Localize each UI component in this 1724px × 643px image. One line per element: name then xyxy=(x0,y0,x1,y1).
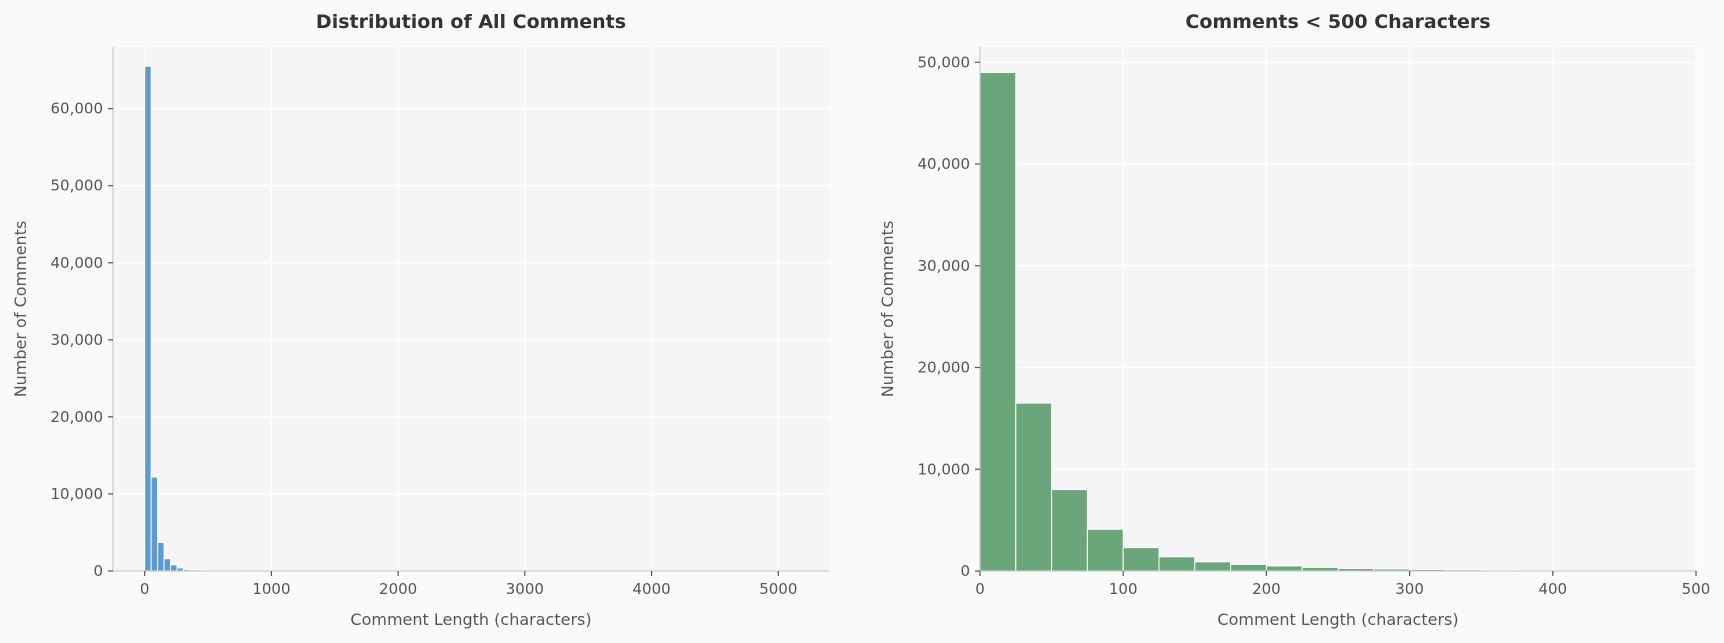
y-tick-label: 0 xyxy=(93,562,103,580)
histogram-bar xyxy=(1015,402,1053,572)
x-tick-label: 1000 xyxy=(252,580,290,598)
histogram-bar xyxy=(1194,561,1232,572)
y-tick-label: 60,000 xyxy=(51,100,104,118)
plot-area xyxy=(980,47,1696,571)
x-axis-label: Comment Length (characters) xyxy=(1217,610,1458,629)
y-tick-label: 0 xyxy=(960,562,970,580)
chart-1: 0 10,000 20,000 30,000 40,000 50,000 60,000 0 10… xyxy=(11,11,829,629)
x-tick-label: 5000 xyxy=(759,580,797,598)
y-tick-label: 40,000 xyxy=(51,254,104,272)
y-axis-label: Number of Comments xyxy=(878,221,897,398)
y-tick-label: 30,000 xyxy=(918,257,971,275)
plot-area xyxy=(113,47,829,571)
chart-title: Distribution of All Comments xyxy=(316,11,626,33)
x-tick-label: 400 xyxy=(1538,580,1567,598)
histogram-bar xyxy=(1230,563,1267,572)
x-tick-label: 500 xyxy=(1682,580,1711,598)
histogram-bar xyxy=(1051,489,1088,572)
histogram-bar xyxy=(979,71,1017,572)
histogram-bar xyxy=(157,541,165,572)
x-tick-label: 0 xyxy=(140,580,150,598)
y-tick-label: 50,000 xyxy=(51,177,104,195)
x-tick-label: 200 xyxy=(1252,580,1281,598)
histogram-bar xyxy=(163,558,172,572)
histogram-bar xyxy=(170,564,178,572)
histogram-bar xyxy=(1265,565,1303,572)
y-tick-label: 10,000 xyxy=(918,460,971,478)
y-tick-label: 30,000 xyxy=(51,331,104,349)
y-tick-label: 50,000 xyxy=(918,53,971,71)
chart-title: Comments < 500 Characters xyxy=(1185,11,1490,33)
y-axis-label: Number of Comments xyxy=(11,221,30,398)
histogram-bar xyxy=(1122,547,1160,572)
histogram-bar xyxy=(144,65,152,572)
chart-2: 0 10,000 20,000 30,000 40,000 50,000 0 100 200 30… xyxy=(878,11,1710,629)
x-tick-label: 300 xyxy=(1395,580,1424,598)
y-tick-label: 20,000 xyxy=(51,408,104,426)
y-tick-label: 20,000 xyxy=(918,359,971,377)
histogram-bar xyxy=(1158,556,1196,572)
x-tick-label: 2000 xyxy=(379,580,417,598)
x-axis-label: Comment Length (characters) xyxy=(350,610,591,629)
x-tick-label: 4000 xyxy=(632,580,670,598)
histogram-bar xyxy=(150,476,159,572)
x-tick-label: 0 xyxy=(975,580,985,598)
y-tick-label: 40,000 xyxy=(918,155,971,173)
x-tick-label: 100 xyxy=(1109,580,1138,598)
y-tick-label: 10,000 xyxy=(51,485,104,503)
histogram-bar xyxy=(1086,528,1124,572)
x-tick-label: 3000 xyxy=(506,580,544,598)
